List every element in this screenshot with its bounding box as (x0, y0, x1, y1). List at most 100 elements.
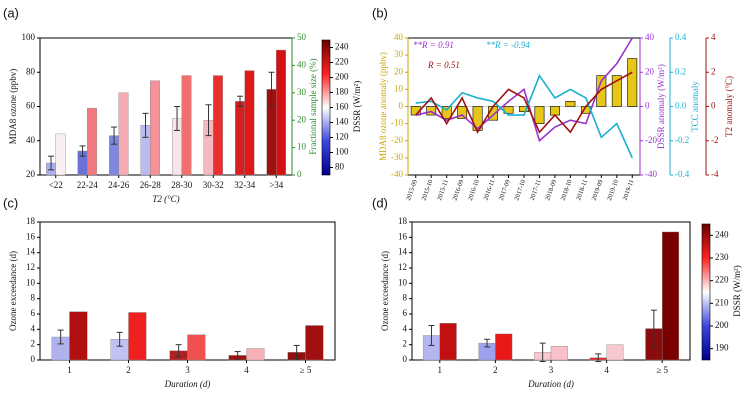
colorbar-tick-label: 220 (715, 275, 729, 285)
tick-label: -20 (391, 135, 403, 145)
colorbar-tick-label: 220 (335, 57, 349, 67)
tick-label: 40 (645, 32, 655, 42)
tick-label: -0.4 (675, 169, 690, 179)
colorbar-tick-label: 230 (715, 252, 729, 262)
x-tick-label: 22-24 (77, 180, 98, 190)
tick-label: 4 (31, 323, 36, 333)
tick-label: 0 (31, 354, 36, 364)
tick-label: 0 (297, 169, 302, 179)
bar (550, 346, 568, 361)
axis-title: Fractional sample size (%) (308, 58, 318, 154)
x-tick-label: ≥ 5 (656, 365, 668, 375)
tick-label: -40 (391, 169, 403, 179)
bar (213, 75, 223, 176)
x-tick-label: 2018-09 (544, 179, 558, 202)
bar (662, 231, 680, 361)
bar (611, 75, 622, 107)
annotation: **R = 0.91 (413, 40, 454, 50)
x-axis-title: Duration (d) (164, 379, 211, 389)
tick-label: 40 (297, 59, 307, 69)
tick-label: 6 (31, 308, 36, 318)
x-axis-title: Duration (d) (527, 379, 574, 389)
tick-label: 14 (398, 247, 408, 257)
x-tick-label: 30-32 (203, 180, 224, 190)
bar (55, 133, 66, 176)
tick-label: 16 (398, 231, 408, 241)
colorbar-tick-label: 100 (335, 147, 349, 157)
x-tick-label: 3 (185, 365, 190, 375)
x-tick-label: 4 (604, 365, 609, 375)
x-tick-label: 4 (244, 365, 249, 375)
tick-label: 4 (711, 32, 716, 42)
x-tick-label: 28-30 (171, 180, 192, 190)
tick-label: 10 (394, 83, 404, 93)
bar (181, 75, 192, 176)
tick-label: 50 (297, 32, 307, 42)
tick-label: 2 (31, 339, 36, 349)
tick-label: 0.2 (675, 66, 686, 76)
axis-title: T2 anomaly (°C) (724, 76, 734, 137)
bar (549, 106, 560, 116)
colorbar (321, 39, 331, 176)
x-tick-label: ≥ 5 (300, 365, 312, 375)
tick-label: 0.0 (675, 101, 687, 111)
bar (565, 101, 576, 107)
tick-label: 2 (403, 339, 408, 349)
bar (244, 70, 255, 176)
bar (118, 92, 129, 176)
x-tick-label: 2018-10 (560, 179, 574, 202)
tick-label: -20 (645, 135, 657, 145)
tick-label: 8 (31, 293, 36, 303)
panel-label: (a) (3, 5, 19, 20)
bar (596, 75, 607, 107)
tick-label: 0.4 (675, 32, 687, 42)
bar (495, 333, 513, 361)
tick-label: 2 (711, 66, 716, 76)
axis-title: Ozone exceedance (d) (380, 251, 390, 331)
x-tick-label: 1 (438, 365, 443, 375)
bar (128, 312, 147, 361)
tick-label: 14 (26, 247, 36, 257)
colorbar-title: DSSR (W/m²) (352, 81, 362, 132)
colorbar-tick-label: 200 (715, 320, 729, 330)
bar (246, 348, 265, 361)
panel-label: (d) (372, 195, 388, 210)
x-tick-label: 2 (126, 365, 131, 375)
axis-title: TCC anomaly (690, 81, 700, 132)
x-tick-label: 2018-11 (575, 179, 589, 202)
x-tick-label: 2019-09 (591, 179, 605, 202)
axis-title: Ozone exceedance (d) (8, 251, 18, 331)
tick-label: 0 (399, 101, 404, 111)
panel-label: (b) (372, 5, 388, 20)
colorbar-title: DSSR (W/m²) (732, 265, 742, 316)
x-tick-label: 2019-10 (606, 179, 620, 202)
x-tick-label: 1 (67, 365, 72, 375)
x-tick-label: 2017-11 (529, 179, 543, 202)
colorbar-tick-label: 160 (335, 102, 349, 112)
x-tick-label: 2 (493, 365, 498, 375)
colorbar-tick-label: 120 (335, 132, 349, 142)
bar (457, 106, 468, 119)
axis-title: MDA8 ozone (ppbv) (8, 69, 18, 145)
x-tick-label: 2016-11 (482, 179, 496, 202)
tick-label: -4 (711, 169, 719, 179)
x-tick-label: 2017-10 (513, 179, 527, 202)
tick-label: 10 (26, 277, 36, 287)
bar (426, 106, 437, 116)
x-tick-label: 2017-09 (498, 179, 512, 202)
colorbar-tick-label: 210 (715, 297, 729, 307)
bar (69, 311, 88, 361)
tick-label: 0 (645, 101, 650, 111)
bar (187, 334, 206, 361)
tick-label: 100 (22, 32, 36, 42)
x-tick-label: 2016-09 (451, 179, 465, 202)
colorbar-tick-label: 190 (715, 343, 729, 353)
bar (627, 58, 638, 107)
bar (276, 49, 286, 176)
colorbar-tick-label: 80 (335, 162, 345, 172)
colorbar-tick-label: 240 (335, 42, 349, 52)
tick-label: 40 (26, 135, 36, 145)
tick-label: 30 (394, 49, 404, 59)
tick-label: 6 (403, 308, 408, 318)
